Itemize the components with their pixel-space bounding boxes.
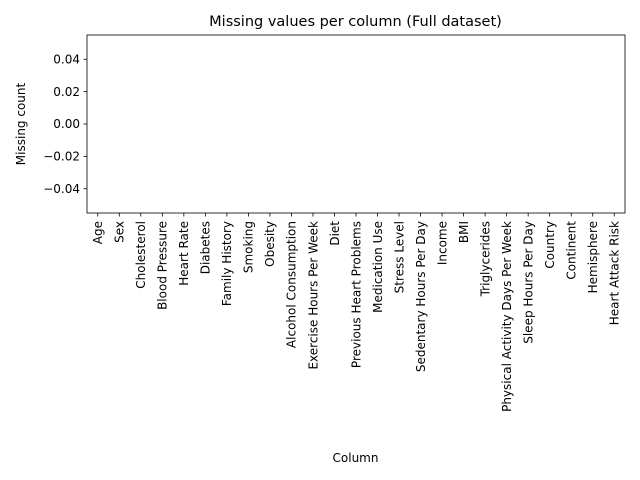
x-tick-label: Income xyxy=(435,221,449,265)
x-tick-label: Alcohol Consumption xyxy=(285,221,299,348)
x-tick-label: BMI xyxy=(457,221,471,243)
x-tick-label: Smoking xyxy=(242,221,256,273)
x-tick-label: Stress Level xyxy=(392,221,406,293)
x-tick-label: Diet xyxy=(328,221,342,246)
y-tick-label: 0.00 xyxy=(53,117,80,131)
y-tick-label: 0.04 xyxy=(53,52,80,66)
y-axis-label: Missing count xyxy=(14,82,28,165)
x-tick-label: Medication Use xyxy=(371,221,385,313)
x-tick-label: Sedentary Hours Per Day xyxy=(414,221,428,372)
x-tick-label: Exercise Hours Per Week xyxy=(306,221,320,370)
x-tick-label: Heart Attack Risk xyxy=(608,221,622,325)
x-tick-label: Country xyxy=(543,221,557,269)
x-tick-label: Age xyxy=(91,221,105,244)
x-tick-label: Continent xyxy=(565,221,579,280)
y-tick-label: −0.04 xyxy=(43,182,80,196)
y-axis: −0.04 −0.02 0.00 0.02 0.04 xyxy=(43,52,87,196)
x-tick-label: Diabetes xyxy=(199,221,213,274)
x-tick-label: Previous Heart Problems xyxy=(349,221,363,368)
x-axis: Age Sex Cholesterol Blood Pressure Heart Rat… xyxy=(91,213,622,412)
x-tick-label: Hemisphere xyxy=(586,221,600,293)
y-tick-label: −0.02 xyxy=(43,150,80,164)
x-tick-label: Family History xyxy=(220,221,234,306)
y-tick-label: 0.02 xyxy=(53,85,80,99)
chart-title: Missing values per column (Full dataset) xyxy=(209,14,502,30)
x-tick-label: Heart Rate xyxy=(177,221,191,286)
x-tick-label: Sex xyxy=(113,221,127,243)
x-axis-label: Column xyxy=(333,451,379,465)
x-tick-label: Blood Pressure xyxy=(156,221,170,310)
x-tick-label: Obesity xyxy=(263,221,277,267)
x-tick-label: Triglycerides xyxy=(478,221,492,297)
x-tick-label: Cholesterol xyxy=(134,221,148,289)
x-tick-label: Sleep Hours Per Day xyxy=(521,221,535,344)
x-tick-label: Physical Activity Days Per Week xyxy=(500,221,514,412)
